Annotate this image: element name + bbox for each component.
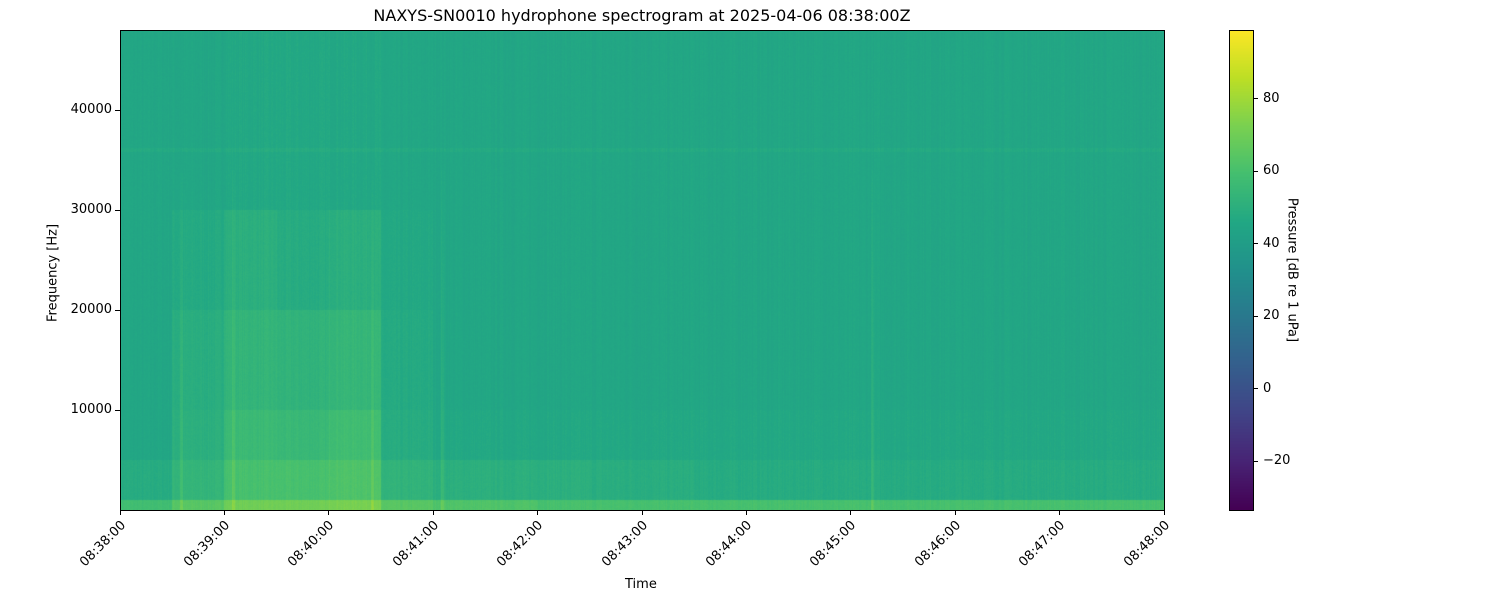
x-tick-label: 08:39:00 [181,518,234,570]
x-tick-mark [954,510,956,515]
x-tick-mark [641,510,643,515]
y-axis-label: Frequency [Hz] [45,223,61,322]
y-tick-mark [115,209,120,211]
chart-title: NAXYS-SN0010 hydrophone spectrogram at 2… [373,6,911,25]
colorbar [1229,30,1253,510]
x-tick-mark [1059,510,1061,515]
x-tick-label: 08:41:00 [389,518,442,570]
colorbar-tick-mark [1253,98,1258,100]
x-tick-mark [850,510,852,515]
y-tick-mark [115,109,120,111]
x-tick-label: 08:48:00 [1120,518,1173,570]
x-tick-label: 08:45:00 [807,518,860,570]
colorbar-tick-mark [1253,170,1258,172]
x-tick-mark [119,510,121,515]
x-tick-label: 08:46:00 [911,518,964,570]
colorbar-tick-mark [1253,388,1258,390]
colorbar-tick-label: 0 [1263,380,1272,396]
x-tick-label: 08:44:00 [703,518,756,570]
y-tick-label: 20000 [70,302,112,317]
spectrogram-heatmap [120,30,1164,510]
x-tick-label: 08:42:00 [494,518,547,570]
x-tick-label: 08:40:00 [285,518,338,570]
x-tick-label: 08:43:00 [598,518,651,570]
y-tick-label: 30000 [70,202,112,217]
colorbar-tick-label: 80 [1263,90,1280,106]
colorbar-tick-label: 40 [1263,235,1280,251]
y-tick-label: 40000 [70,102,112,117]
x-tick-label: 08:38:00 [76,518,129,570]
y-tick-mark [115,409,120,411]
x-axis-label: Time [625,577,657,592]
y-tick-mark [115,309,120,311]
colorbar-tick-mark [1253,243,1258,245]
colorbar-tick-label: 60 [1263,163,1280,179]
x-tick-mark [223,510,225,515]
x-tick-label: 08:47:00 [1016,518,1069,570]
colorbar-tick-label: −20 [1263,453,1291,469]
x-tick-mark [745,510,747,515]
colorbar-tick-mark [1253,315,1258,317]
x-tick-mark [328,510,330,515]
colorbar-tick-label: 20 [1263,308,1280,324]
colorbar-tick-mark [1253,460,1258,462]
x-tick-mark [537,510,539,515]
x-tick-mark [432,510,434,515]
y-tick-label: 10000 [70,402,112,417]
x-tick-mark [1163,510,1165,515]
colorbar-label: Pressure [dB re 1 uPa] [1284,197,1300,343]
